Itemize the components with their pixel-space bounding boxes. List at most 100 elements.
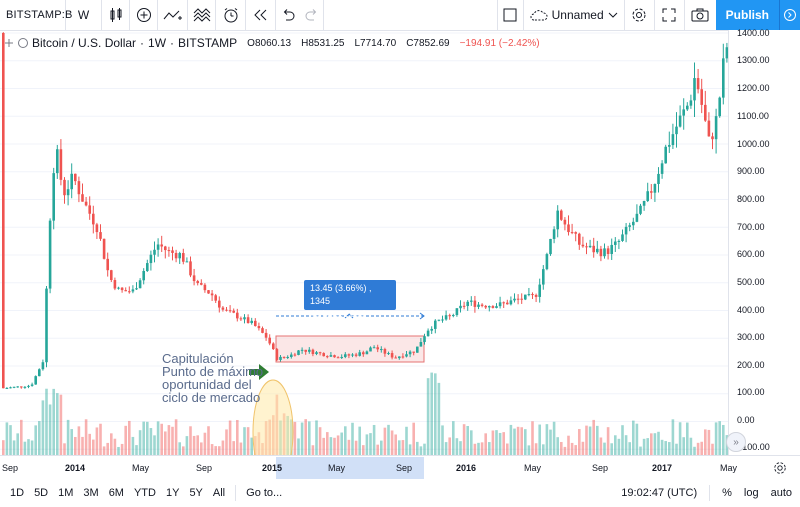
chevron-down-icon <box>608 12 618 18</box>
candle-body <box>632 221 635 226</box>
candle-body <box>437 319 441 321</box>
volume-bar <box>480 442 484 455</box>
capitulation-annotation[interactable]: Capitulación Punto de máximo oportunidad… <box>162 352 263 404</box>
replay-icon[interactable] <box>246 0 276 30</box>
volume-bar <box>2 440 5 455</box>
candle-body <box>484 305 487 308</box>
volume-bar <box>372 424 376 455</box>
candle-body <box>657 173 660 184</box>
timeframe-1d[interactable]: 1D <box>10 487 25 499</box>
volume-bar <box>344 426 347 455</box>
candle-body <box>329 355 333 357</box>
fullscreen-icon[interactable] <box>653 0 684 30</box>
axis-settings-gear-icon[interactable] <box>760 455 800 480</box>
scroll-to-realtime-icon[interactable]: » <box>726 432 746 452</box>
volume-bar <box>574 445 577 455</box>
price-axis[interactable]: 1400.00 1300.00 1200.00 1100.00 1000.00 … <box>728 28 800 455</box>
timeframe-5d[interactable]: 5D <box>34 487 49 499</box>
volume-bar <box>570 442 574 455</box>
price-label: 800.00 <box>737 194 765 204</box>
price-label: 1100.00 <box>737 111 769 121</box>
volume-bar <box>678 422 682 455</box>
log-scale-toggle[interactable]: log <box>743 487 759 499</box>
redo-icon[interactable] <box>300 0 324 30</box>
candle-body <box>696 78 700 90</box>
volume-bar <box>52 388 55 455</box>
timeframe-all[interactable]: All <box>212 487 226 499</box>
measure-line-1: 13.45 (3.66%) , 1345 <box>310 283 372 306</box>
volume-bar <box>362 445 365 455</box>
indicators-icon[interactable] <box>158 0 188 30</box>
candle-body <box>405 354 408 357</box>
candle-body <box>52 173 55 221</box>
volume-bar <box>394 434 397 455</box>
bottom-separator <box>235 485 237 501</box>
time-axis[interactable]: Sep 2014 May Sep 2015 May Sep 2016 May S… <box>0 455 760 480</box>
legend-low: L7714.70 <box>354 37 397 49</box>
undo-icon[interactable] <box>276 0 300 30</box>
candle-body <box>376 347 379 350</box>
settings-gear-icon[interactable] <box>623 0 654 30</box>
timeframe-ytd[interactable]: YTD <box>133 487 156 499</box>
volume-bar <box>488 442 491 455</box>
auto-scale-toggle[interactable]: auto <box>770 487 792 499</box>
percent-scale-toggle[interactable]: % <box>722 487 732 499</box>
alert-clock-icon[interactable] <box>216 0 246 30</box>
volume-bar <box>333 437 336 455</box>
time-label: Sep <box>196 463 213 473</box>
volume-bar <box>20 419 23 455</box>
candle-body <box>124 290 127 292</box>
timeframe-6m[interactable]: 6M <box>108 487 124 499</box>
volume-bar <box>549 429 552 455</box>
timeframe-1y[interactable]: 1Y <box>165 487 180 499</box>
camera-snapshot-icon[interactable] <box>683 0 716 30</box>
volume-bar <box>502 432 505 455</box>
candle-body <box>84 201 88 206</box>
volume-bar <box>423 443 426 455</box>
volume-bar <box>419 446 423 455</box>
volume-bar <box>426 378 430 455</box>
candle-body <box>264 332 268 338</box>
goto-date-button[interactable]: Go to... <box>246 487 283 499</box>
fullscreen-layout-icon[interactable] <box>496 0 523 30</box>
volume-bar <box>434 373 437 455</box>
volume-bar <box>714 422 718 455</box>
volume-bar <box>174 419 178 455</box>
candle-body <box>549 238 552 255</box>
candle-body <box>401 356 405 358</box>
timeframe-1m[interactable]: 1M <box>58 487 74 499</box>
timeframe-3m[interactable]: 3M <box>83 487 99 499</box>
volume-bar <box>156 421 160 455</box>
collapse-legend-icon[interactable] <box>4 38 14 48</box>
candle-body <box>448 315 451 317</box>
clock-time[interactable]: 19:02:47 (UTC) <box>621 487 698 499</box>
volume-bar <box>639 446 642 455</box>
publish-button[interactable]: Publish <box>715 0 779 30</box>
legend-exchange: BITSTAMP <box>178 36 238 50</box>
publish-menu-arrow-icon[interactable] <box>779 0 800 30</box>
volume-bar <box>293 421 297 455</box>
volume-bar <box>542 444 545 455</box>
candle-body <box>513 298 516 301</box>
candle-body <box>16 386 19 388</box>
symbol-search[interactable]: BITSTAMP:B <box>0 0 72 30</box>
candle-body <box>66 189 70 196</box>
annotation-line-3: oportunidad del <box>162 377 252 392</box>
timeframe-5y[interactable]: 5Y <box>189 487 203 499</box>
candle-body <box>189 261 192 276</box>
candle-body <box>20 386 23 388</box>
layout-menu[interactable]: Unnamed <box>522 0 624 30</box>
candle-body <box>462 305 466 307</box>
volume-bar <box>171 426 174 455</box>
price-label: 100.00 <box>737 387 765 397</box>
volume-bar <box>228 420 232 455</box>
volume-bar <box>131 436 135 455</box>
interval-button[interactable]: W <box>66 0 102 30</box>
volume-bar <box>606 427 610 455</box>
time-range-highlight <box>276 457 424 479</box>
add-compare-icon[interactable] <box>130 0 158 30</box>
templates-icon[interactable] <box>188 0 216 30</box>
price-chart[interactable] <box>0 30 760 455</box>
candle-style-icon[interactable] <box>102 0 130 30</box>
volume-bar <box>117 446 120 455</box>
